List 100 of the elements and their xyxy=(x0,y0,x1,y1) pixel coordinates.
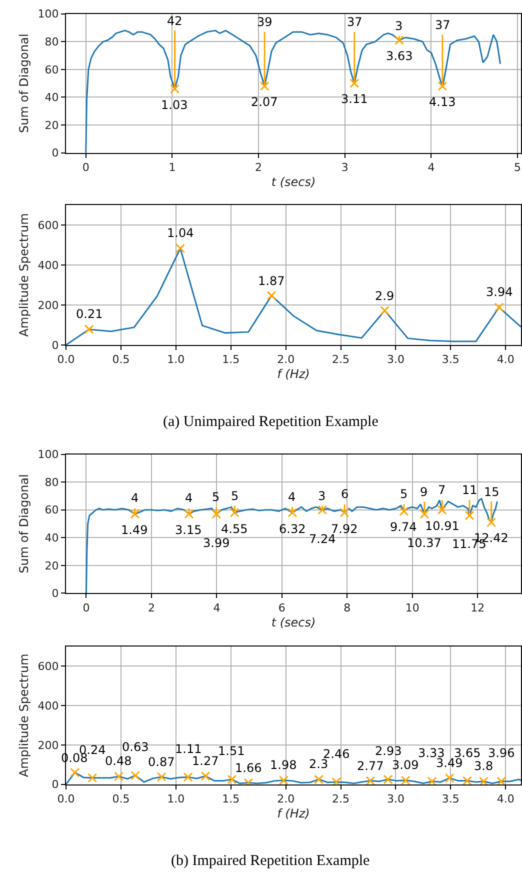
annotation: 4 xyxy=(131,491,139,505)
y-axis-title: Sum of Diagonal xyxy=(17,34,32,133)
x-tick-label: 0.5 xyxy=(112,353,130,366)
x-axis-title: f (Hz) xyxy=(277,367,310,382)
annotation: 6 xyxy=(341,487,349,501)
annotation: 5 xyxy=(212,490,220,504)
line-series xyxy=(66,248,522,345)
x-tick-label: 0 xyxy=(82,601,90,614)
annotation: 4.13 xyxy=(429,95,456,109)
y-tick-label: 200 xyxy=(38,738,59,752)
annotation: 1.03 xyxy=(161,98,188,112)
annotation: 9 xyxy=(420,485,428,499)
x-tick-label: 2 xyxy=(148,601,155,614)
x-tick-label: 3.5 xyxy=(442,353,460,366)
y-tick-label: 400 xyxy=(38,699,59,712)
x-tick-label: 0.0 xyxy=(57,353,75,366)
point xyxy=(486,518,496,528)
annotation: 1.49 xyxy=(121,523,148,537)
y-tick-label: 0 xyxy=(52,778,59,792)
point xyxy=(288,508,298,518)
annotation: 3.11 xyxy=(341,92,368,106)
annotation: 6.32 xyxy=(279,522,306,536)
annotation: 2.3 xyxy=(309,757,328,771)
x-tick-label: 5 xyxy=(514,161,522,174)
annotation: 4.55 xyxy=(221,522,248,536)
y-tick-label: 400 xyxy=(38,258,59,272)
y-tick-label: 40 xyxy=(44,91,59,104)
y-tick-label: 0 xyxy=(52,587,59,600)
x-tick-label: 3.5 xyxy=(442,792,460,806)
point xyxy=(318,505,328,515)
x-tick-label: 0.0 xyxy=(57,792,75,806)
x-tick-label: 4.0 xyxy=(496,353,514,366)
point xyxy=(420,509,430,519)
x-axis-title: t (secs) xyxy=(271,615,316,630)
x-tick-label: 0 xyxy=(82,161,90,174)
x-tick-label: 3 xyxy=(341,161,348,174)
x-tick-label: 3.0 xyxy=(386,792,404,806)
y-tick-label: 100 xyxy=(38,8,59,21)
x-tick-label: 4 xyxy=(213,601,220,614)
annotation: 15 xyxy=(484,485,500,499)
line-series xyxy=(66,772,522,784)
annotation: 2.93 xyxy=(375,744,402,758)
x-tick-label: 2 xyxy=(255,161,262,174)
point xyxy=(394,36,404,46)
annotation: 7.24 xyxy=(309,532,336,546)
x-axis-title: f (Hz) xyxy=(277,806,310,820)
x-tick-label: 1.0 xyxy=(167,353,185,366)
annotation: 3.8 xyxy=(474,759,494,773)
x-tick-label: 12 xyxy=(470,601,485,614)
point xyxy=(230,508,240,518)
x-tick-label: 2.5 xyxy=(332,792,350,806)
y-tick-label: 0 xyxy=(52,338,59,352)
annotation: 3.96 xyxy=(488,746,515,760)
annotation: 3.15 xyxy=(175,523,202,537)
text: (b) Impaired Repetition Example xyxy=(171,853,370,869)
annotation: 5 xyxy=(400,487,408,501)
y-tick-label: 80 xyxy=(44,36,59,49)
point xyxy=(437,505,447,515)
line-series xyxy=(85,30,502,153)
x-tick-label: 1.5 xyxy=(222,792,240,806)
point xyxy=(340,508,350,518)
y-axis-title: Amplitude Spectrum xyxy=(17,654,32,778)
x-tick-label: 2.5 xyxy=(332,353,350,366)
x-tick-label: 2.0 xyxy=(277,792,295,806)
x-tick-label: 1.0 xyxy=(167,792,185,806)
x-tick-label: 2.0 xyxy=(277,353,295,366)
y-tick-label: 20 xyxy=(44,118,59,132)
y-tick-label: 80 xyxy=(44,476,59,489)
y-tick-label: 60 xyxy=(44,504,59,517)
annotation: 11 xyxy=(462,483,478,497)
y-tick-label: 40 xyxy=(44,531,59,544)
y-tick-label: 0 xyxy=(52,146,59,160)
annotation: 2.77 xyxy=(357,759,384,773)
text: (a) Unimpaired Repetition Example xyxy=(163,414,379,430)
annotation: 10.91 xyxy=(425,519,460,533)
y-axis-title: Amplitude Spectrum xyxy=(17,213,32,337)
annotation: 3 xyxy=(395,19,403,33)
y-tick-label: 60 xyxy=(44,63,59,76)
x-tick-label: 0.5 xyxy=(112,792,130,806)
point xyxy=(176,244,186,254)
point xyxy=(130,509,140,519)
point xyxy=(170,84,180,94)
annotation: 9.74 xyxy=(390,520,417,534)
annotation: 1.11 xyxy=(175,742,202,756)
annotation: 3.63 xyxy=(386,49,413,63)
point xyxy=(380,306,390,316)
x-tick-label: 6 xyxy=(278,601,286,614)
x-tick-label: 4 xyxy=(428,161,435,174)
x-tick-label: 4.0 xyxy=(496,792,514,806)
x-axis-title: t (secs) xyxy=(271,174,316,189)
x-tick-label: 8 xyxy=(344,601,351,614)
annotation: 0.87 xyxy=(148,755,175,769)
y-tick-label: 600 xyxy=(38,660,59,673)
annotation: 3 xyxy=(318,489,326,503)
annotation: 37 xyxy=(435,18,450,32)
point xyxy=(212,509,222,519)
annotation: 1.51 xyxy=(218,744,245,758)
annotation: 42 xyxy=(167,14,182,28)
annotation: 5 xyxy=(231,489,239,503)
annotation: 37 xyxy=(347,15,362,29)
